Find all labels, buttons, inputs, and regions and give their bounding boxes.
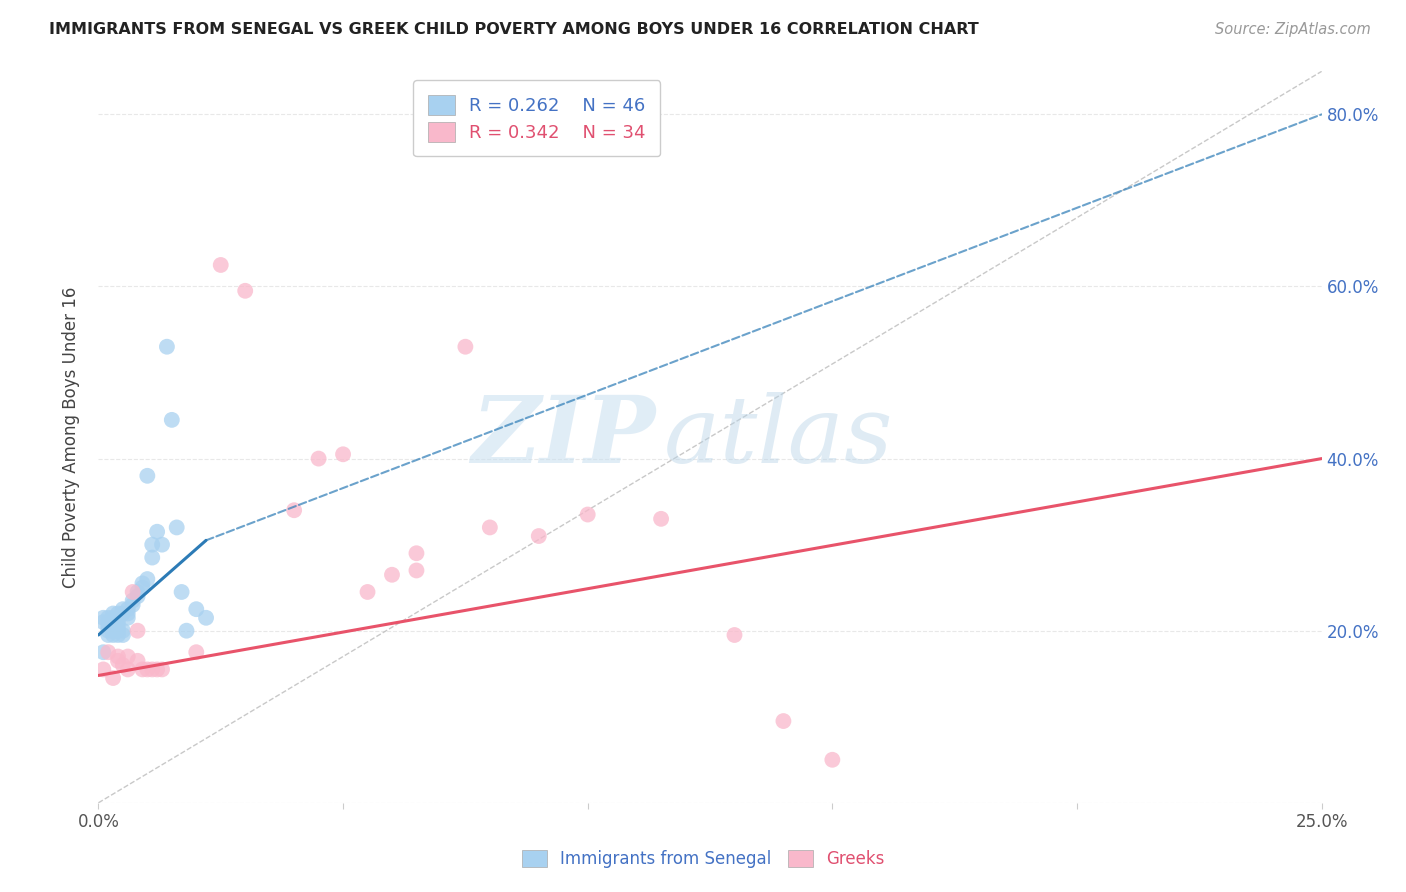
Point xyxy=(195,611,218,625)
Point xyxy=(117,662,139,676)
Point xyxy=(454,340,477,354)
Point xyxy=(101,671,124,685)
Point xyxy=(101,607,124,621)
Point xyxy=(107,611,129,625)
Point xyxy=(91,611,114,625)
Point xyxy=(186,602,208,616)
Point xyxy=(107,628,129,642)
Point xyxy=(91,615,114,629)
Point xyxy=(136,662,159,676)
Point xyxy=(772,714,794,728)
Point xyxy=(111,602,134,616)
Text: Source: ZipAtlas.com: Source: ZipAtlas.com xyxy=(1215,22,1371,37)
Point xyxy=(101,619,124,633)
Text: ZIP: ZIP xyxy=(471,392,655,482)
Point xyxy=(107,615,129,629)
Point xyxy=(283,503,305,517)
Point xyxy=(381,567,404,582)
Point xyxy=(121,598,143,612)
Point xyxy=(170,585,193,599)
Point xyxy=(107,649,129,664)
Legend: Immigrants from Senegal, Greeks: Immigrants from Senegal, Greeks xyxy=(515,843,891,875)
Point xyxy=(97,645,120,659)
Point xyxy=(131,581,153,595)
Point xyxy=(91,662,114,676)
Point xyxy=(121,585,143,599)
Y-axis label: Child Poverty Among Boys Under 16: Child Poverty Among Boys Under 16 xyxy=(62,286,80,588)
Point xyxy=(121,593,143,607)
Text: atlas: atlas xyxy=(664,392,893,482)
Point xyxy=(405,546,427,560)
Point xyxy=(101,624,124,638)
Point xyxy=(160,413,183,427)
Point xyxy=(111,624,134,638)
Point xyxy=(136,468,159,483)
Point xyxy=(107,619,129,633)
Point xyxy=(308,451,330,466)
Point xyxy=(131,662,153,676)
Text: IMMIGRANTS FROM SENEGAL VS GREEK CHILD POVERTY AMONG BOYS UNDER 16 CORRELATION C: IMMIGRANTS FROM SENEGAL VS GREEK CHILD P… xyxy=(49,22,979,37)
Point xyxy=(107,654,129,668)
Legend: R = 0.262    N = 46, R = 0.342    N = 34: R = 0.262 N = 46, R = 0.342 N = 34 xyxy=(413,80,661,156)
Point xyxy=(150,662,173,676)
Point xyxy=(111,658,134,673)
Point xyxy=(233,284,256,298)
Point xyxy=(127,654,149,668)
Point xyxy=(186,645,208,659)
Point xyxy=(150,538,173,552)
Point xyxy=(101,611,124,625)
Point xyxy=(356,585,378,599)
Point xyxy=(141,662,163,676)
Point xyxy=(117,602,139,616)
Point xyxy=(111,628,134,642)
Point xyxy=(176,624,198,638)
Point xyxy=(209,258,232,272)
Point xyxy=(91,645,114,659)
Point xyxy=(127,589,149,603)
Point xyxy=(146,524,169,539)
Point xyxy=(332,447,354,461)
Point xyxy=(723,628,745,642)
Point xyxy=(527,529,550,543)
Point xyxy=(101,628,124,642)
Point xyxy=(576,508,599,522)
Point xyxy=(127,585,149,599)
Point xyxy=(97,628,120,642)
Point xyxy=(117,607,139,621)
Point xyxy=(141,538,163,552)
Point xyxy=(131,576,153,591)
Point xyxy=(117,649,139,664)
Point xyxy=(101,615,124,629)
Point xyxy=(107,624,129,638)
Point xyxy=(478,520,501,534)
Point xyxy=(127,624,149,638)
Point xyxy=(111,607,134,621)
Point xyxy=(97,624,120,638)
Point xyxy=(141,550,163,565)
Point xyxy=(97,615,120,629)
Point xyxy=(107,607,129,621)
Point xyxy=(166,520,188,534)
Point xyxy=(97,611,120,625)
Point xyxy=(821,753,844,767)
Point xyxy=(117,611,139,625)
Point xyxy=(136,572,159,586)
Point xyxy=(97,619,120,633)
Point xyxy=(146,662,169,676)
Point xyxy=(650,512,672,526)
Point xyxy=(156,340,179,354)
Point xyxy=(405,564,427,578)
